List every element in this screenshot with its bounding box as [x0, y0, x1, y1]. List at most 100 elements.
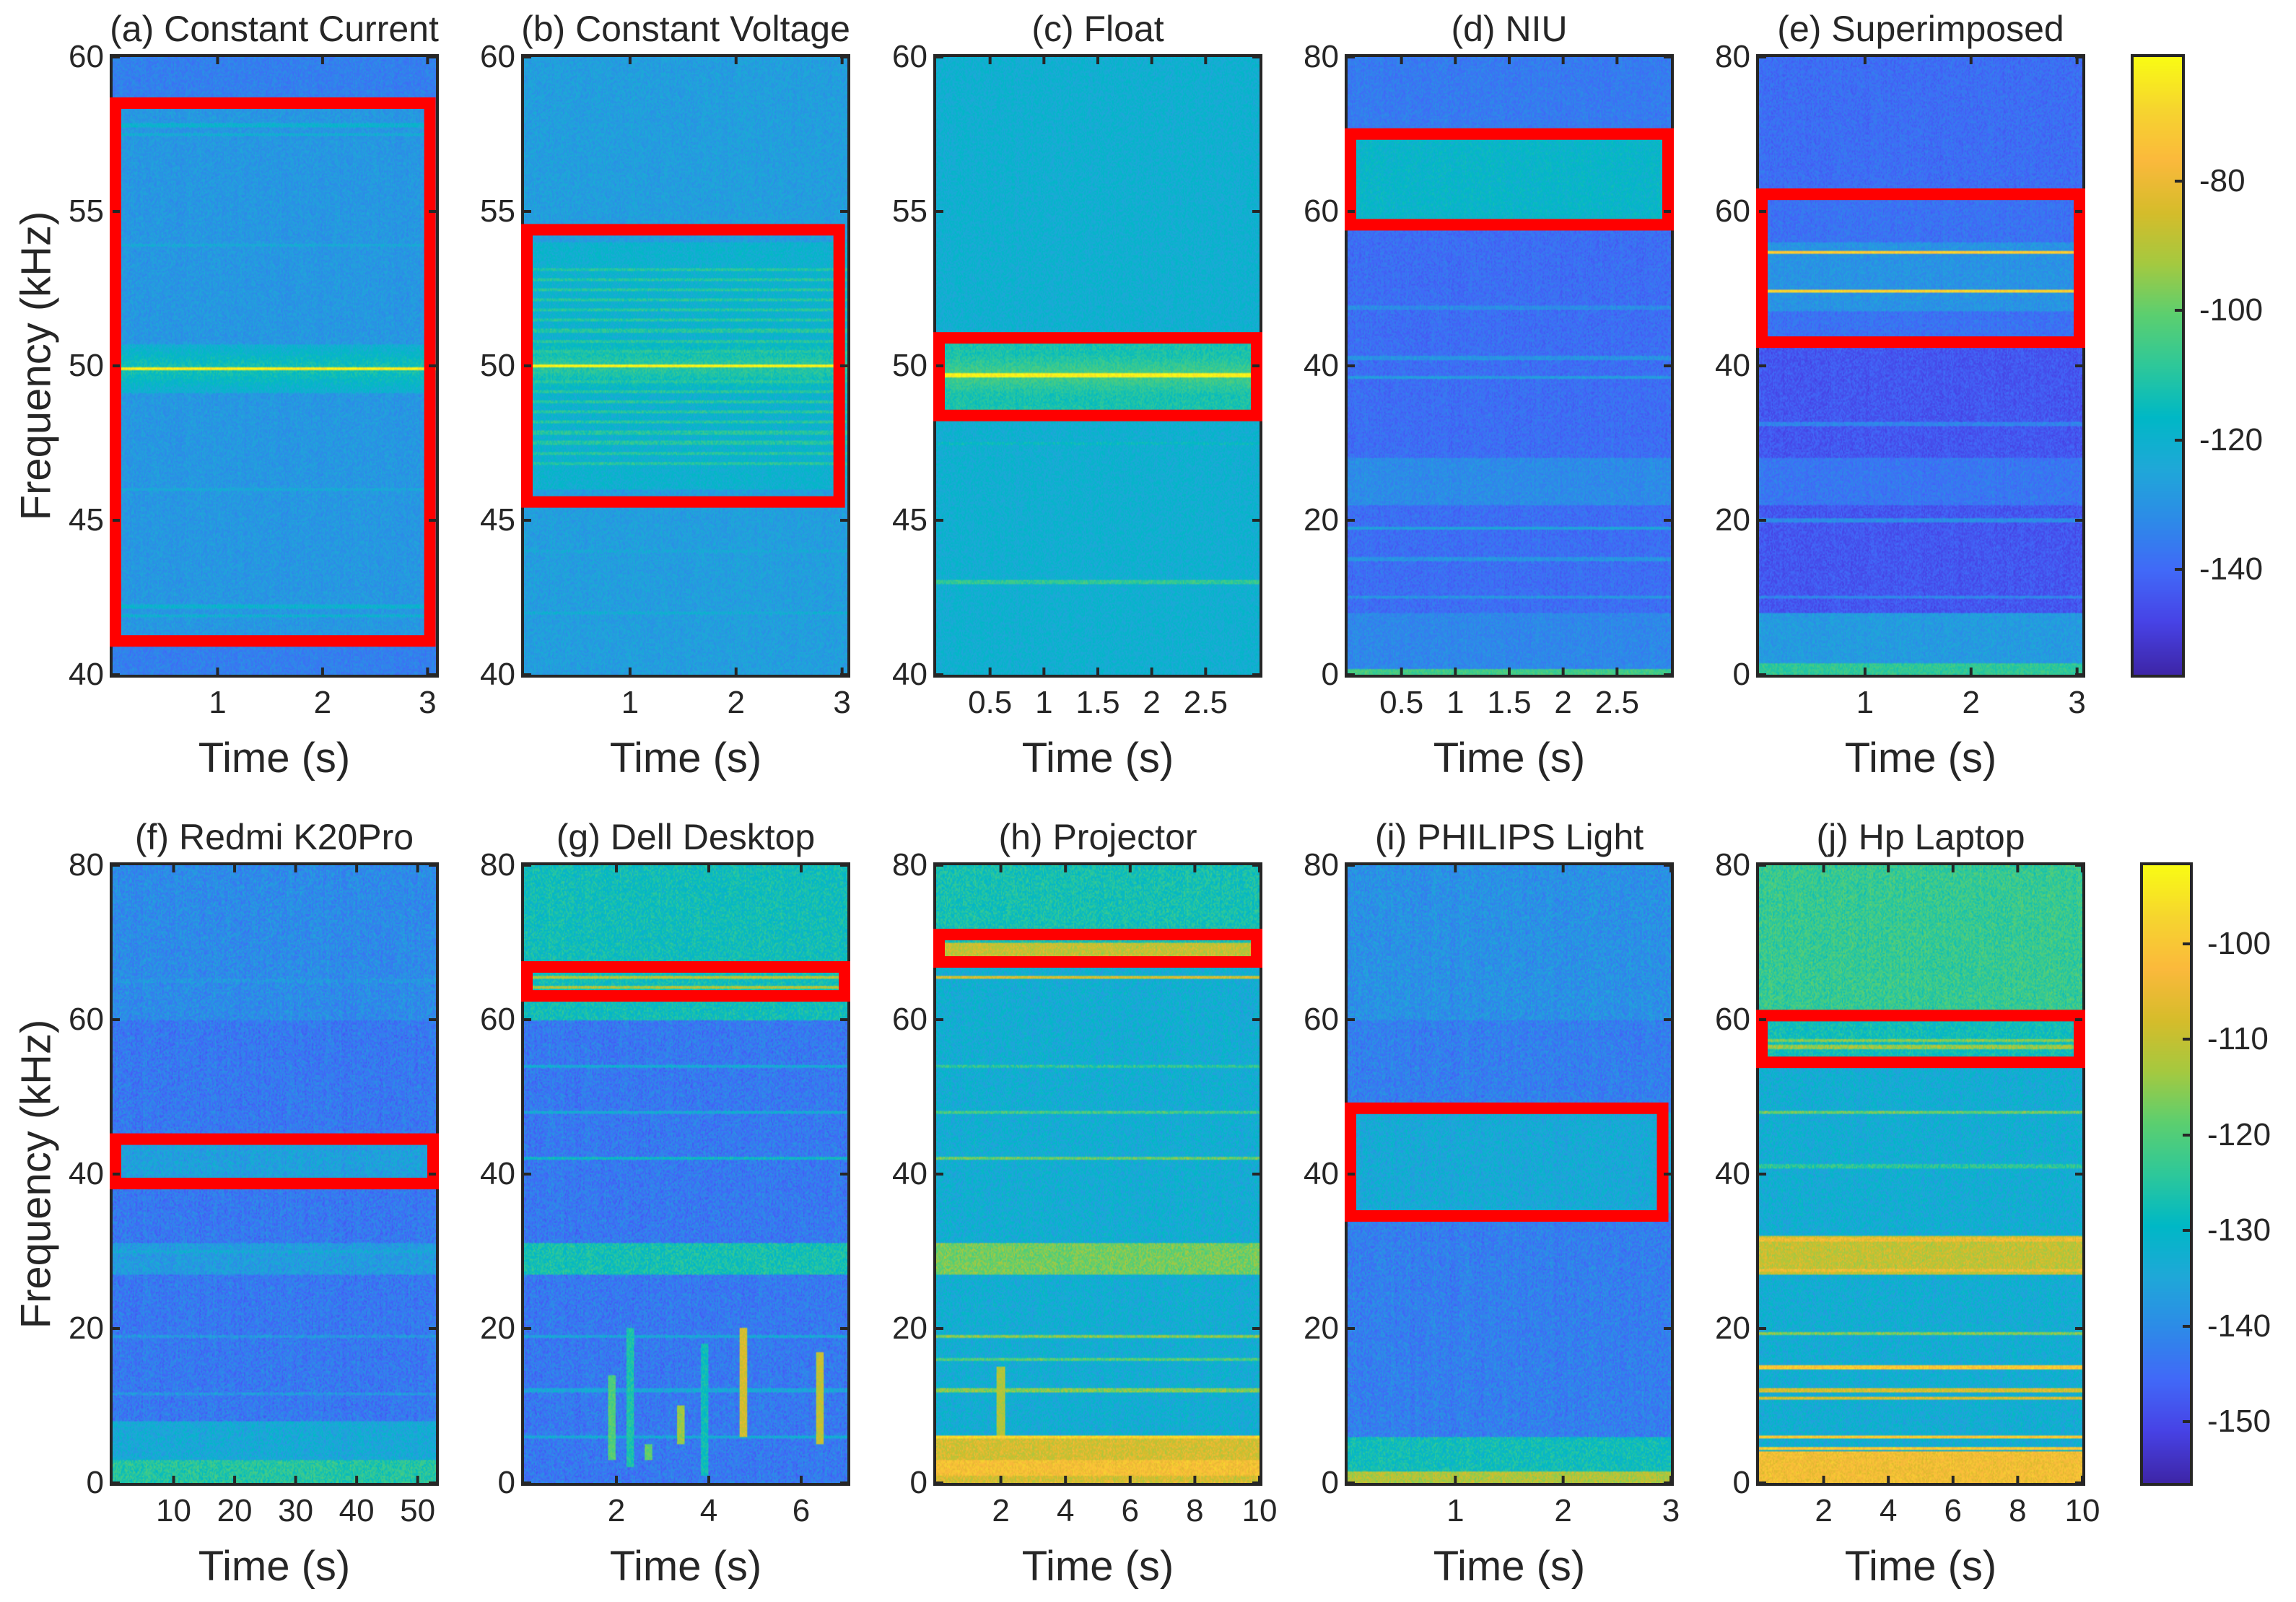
axes-overlay [521, 864, 850, 1484]
x-tick-label: 2 [607, 1493, 626, 1528]
x-tick-label: 0.5 [968, 685, 1013, 720]
y-tick-label: 80 [1715, 847, 1750, 883]
y-tick-label: 0 [1321, 1465, 1339, 1500]
panel-title: (j) Hp Laptop [1816, 817, 2025, 857]
y-tick-label: 40 [69, 1156, 104, 1191]
spectrogram-heatmap [524, 57, 847, 675]
x-tick-label: 3 [833, 685, 851, 720]
panel-title: (d) NIU [1451, 9, 1568, 49]
colorbar-tick-mark [2175, 180, 2182, 183]
y-tick-label: 45 [69, 502, 104, 538]
spectrogram-heatmap [1348, 865, 1671, 1483]
y-tick-label: 40 [892, 657, 927, 692]
y-tick-label: 50 [69, 348, 104, 383]
x-tick-label: 30 [278, 1493, 314, 1528]
y-tick-label: 20 [1304, 1310, 1339, 1346]
x-tick-label: 10 [156, 1493, 191, 1528]
x-tick-label: 6 [1944, 1493, 1963, 1528]
spectrogram-axes-j [1756, 862, 2085, 1486]
x-tick-label: 4 [1056, 1493, 1075, 1528]
x-tick-label: 1 [1035, 685, 1053, 720]
colorbar-tick-mark [2183, 1324, 2190, 1328]
panel-title: (a) Constant Current [110, 9, 439, 49]
highlight-box [521, 960, 850, 1002]
y-tick-label: 60 [1715, 1002, 1750, 1037]
x-axis-label: Time (s) [1021, 1543, 1174, 1590]
spectrogram-axes-a [110, 54, 439, 678]
x-tick-label: 1.5 [1075, 685, 1120, 720]
y-tick-label: 0 [1321, 657, 1339, 692]
y-tick-label: 50 [892, 348, 927, 383]
x-tick-label: 4 [1879, 1493, 1898, 1528]
highlight-box [521, 224, 845, 508]
y-tick-label: 60 [480, 39, 515, 74]
spectrogram-axes-f [110, 862, 439, 1486]
axes-overlay [110, 864, 439, 1484]
colorbar [2140, 862, 2193, 1486]
panel-title: (e) Superimposed [1777, 9, 2064, 49]
y-tick-label: 55 [69, 193, 104, 229]
y-tick-label: 40 [892, 1156, 927, 1191]
x-tick-label: 0.5 [1379, 685, 1424, 720]
colorbar-tick-mark [2183, 1229, 2190, 1233]
colorbar-tick-label: -110 [2207, 1021, 2269, 1057]
colorbar-tick-label: -130 [2207, 1212, 2271, 1248]
x-tick-label: 2 [1962, 685, 1981, 720]
colorbar [2131, 54, 2185, 678]
x-tick-label: 2.5 [1594, 685, 1639, 720]
x-axis-label: Time (s) [1844, 735, 1997, 782]
x-tick-label: 2 [1143, 685, 1161, 720]
colorbar-tick-mark [2175, 309, 2182, 312]
y-tick-label: 40 [480, 657, 515, 692]
spectrogram-axes-e [1756, 54, 2085, 678]
highlight-box [933, 929, 1262, 968]
x-tick-label: 1 [1446, 685, 1465, 720]
colorbar-tick-mark [2175, 438, 2182, 442]
y-axis-label: Frequency (kHz) [12, 211, 60, 521]
colorbar-tick-label: -100 [2207, 925, 2271, 961]
colorbar-tick-label: -100 [2199, 292, 2264, 328]
y-tick-label: 40 [1304, 1156, 1339, 1191]
spectrogram-axes-b [521, 54, 850, 678]
x-axis-label: Time (s) [198, 1543, 351, 1590]
colorbar-gradient [2143, 865, 2190, 1483]
colorbar-tick-label: -140 [2199, 551, 2264, 587]
y-tick-label: 55 [892, 193, 927, 229]
x-tick-label: 1 [1446, 1493, 1465, 1528]
x-axis-label: Time (s) [1021, 735, 1174, 782]
highlight-box [1756, 188, 2085, 349]
spectrogram-axes-c [933, 54, 1262, 678]
x-tick-label: 3 [1662, 1493, 1680, 1528]
colorbar-tick-label: -140 [2207, 1308, 2271, 1344]
y-tick-label: 0 [86, 1465, 104, 1500]
highlight-box [1345, 128, 1674, 231]
x-tick-label: 3 [419, 685, 437, 720]
highlight-box [110, 97, 436, 647]
panel-title: (g) Dell Desktop [556, 817, 816, 857]
spectrogram-axes-h [933, 862, 1262, 1486]
x-tick-label: 8 [1186, 1493, 1204, 1528]
panel-title: (h) Projector [998, 817, 1197, 857]
y-tick-label: 60 [1304, 1002, 1339, 1037]
x-tick-label: 40 [339, 1493, 375, 1528]
y-tick-label: 60 [1715, 193, 1750, 229]
y-tick-label: 0 [497, 1465, 515, 1500]
x-tick-label: 2 [1554, 685, 1572, 720]
x-tick-label: 1 [621, 685, 640, 720]
y-tick-label: 80 [892, 847, 927, 883]
x-tick-label: 2 [992, 1493, 1010, 1528]
y-axis-label: Frequency (kHz) [12, 1019, 60, 1329]
x-tick-label: 50 [400, 1493, 436, 1528]
axes-overlay [1756, 56, 2085, 676]
spectrogram-heatmap [1759, 57, 2082, 675]
x-tick-label: 8 [2009, 1493, 2027, 1528]
y-tick-label: 40 [1715, 348, 1750, 383]
y-tick-label: 20 [892, 1310, 927, 1346]
colorbar-gradient [2134, 57, 2182, 675]
y-tick-label: 60 [69, 39, 104, 74]
x-tick-label: 3 [2068, 685, 2086, 720]
colorbar-tick-label: -120 [2207, 1116, 2271, 1152]
colorbar-tick-mark [2183, 1133, 2190, 1137]
colorbar-tick-mark [2183, 1420, 2190, 1424]
x-tick-label: 1 [1856, 685, 1874, 720]
